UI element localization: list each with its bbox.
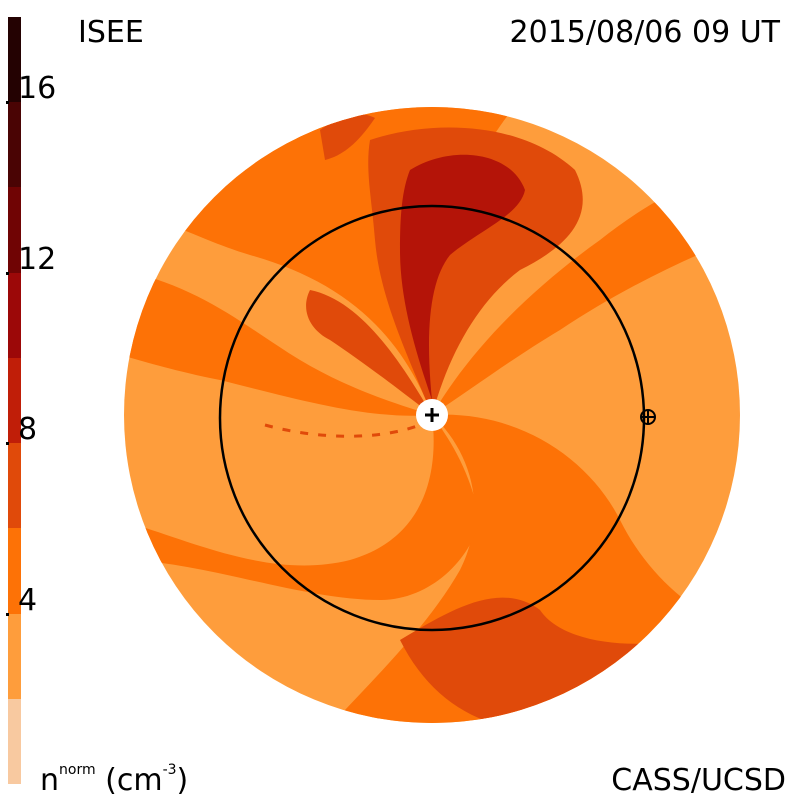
colorbar-tick-label: 8 <box>18 412 38 448</box>
colorbar-level-4 <box>8 357 21 444</box>
unit-label-close: ) <box>176 763 189 798</box>
colorbar-level-0 <box>8 698 21 784</box>
colorbar-level-7 <box>8 102 21 188</box>
colorbar-level-8 <box>8 17 21 103</box>
density-region-mid-2 <box>124 270 432 416</box>
colorbar-tick <box>6 271 9 275</box>
colorbar-level-5 <box>8 272 21 358</box>
colorbar-tick-label: 4 <box>18 582 38 618</box>
colorbar-level-2 <box>8 528 21 614</box>
colorbar-tick <box>6 101 9 105</box>
earth-marker <box>640 409 656 425</box>
observatory-label: ISEE <box>78 15 144 50</box>
colorbar-tick-label: 12 <box>18 241 57 277</box>
density-disk <box>124 107 740 723</box>
colorbar-tick <box>6 442 9 446</box>
timestamp-label: 2015/08/06 09 UT <box>509 15 780 50</box>
colorbar-level-6 <box>8 187 21 273</box>
colorbar <box>8 17 21 784</box>
density-region-mid-5 <box>124 415 480 600</box>
density-trail <box>264 423 421 438</box>
colorbar-level-3 <box>8 443 21 529</box>
unit-label: nnorm (cm-3) <box>40 763 189 798</box>
colorbar-level-1 <box>8 613 21 699</box>
density-region-dark-2 <box>320 114 375 160</box>
unit-label-sup: norm <box>59 762 96 778</box>
sun-marker <box>416 399 448 431</box>
colorbar-tick-label: 16 <box>18 71 57 107</box>
unit-label-rest: (cm <box>95 763 163 798</box>
credit-label: CASS/UCSD <box>611 763 786 798</box>
colorbar-tick <box>6 612 9 616</box>
density-region-dark-3 <box>306 290 432 415</box>
unit-label-base: n <box>40 763 60 798</box>
unit-label-exp: -3 <box>162 762 177 778</box>
